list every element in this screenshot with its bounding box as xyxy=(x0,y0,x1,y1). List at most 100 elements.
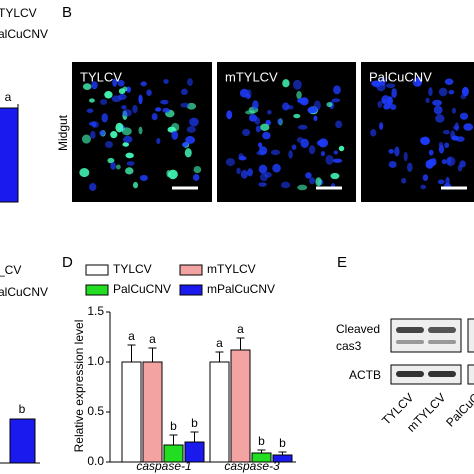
cell xyxy=(151,113,158,121)
significance-letter: b xyxy=(258,434,265,448)
cell xyxy=(288,150,293,159)
bar xyxy=(121,361,142,463)
cell xyxy=(296,137,304,143)
cell xyxy=(420,184,427,190)
cell xyxy=(123,135,133,143)
cell xyxy=(309,177,316,185)
cell xyxy=(332,158,343,163)
cell xyxy=(389,104,397,110)
partial-bar xyxy=(9,418,36,464)
significance-letter: b xyxy=(279,436,286,450)
cell xyxy=(247,168,253,177)
cell xyxy=(242,128,251,136)
legend-swatch xyxy=(85,284,109,296)
cell xyxy=(297,184,308,191)
cell xyxy=(181,142,189,147)
legend-swatch xyxy=(179,284,203,296)
cell xyxy=(383,103,391,110)
cell xyxy=(139,174,148,182)
cell xyxy=(180,102,190,108)
cell xyxy=(406,162,413,173)
legend-swatch xyxy=(85,264,109,276)
cell xyxy=(438,141,444,148)
significance-letter: a xyxy=(5,90,12,104)
image-label: TYLCV xyxy=(80,69,122,84)
cell xyxy=(155,107,162,112)
cell xyxy=(280,181,291,189)
cell xyxy=(335,120,343,129)
cell xyxy=(313,115,318,122)
legend-label: _CV xyxy=(0,263,21,277)
cell xyxy=(258,164,268,174)
bar xyxy=(230,349,251,463)
cell xyxy=(88,121,95,126)
band xyxy=(396,327,424,333)
cell xyxy=(82,83,92,91)
cell xyxy=(262,131,271,140)
cell xyxy=(163,79,169,84)
cell xyxy=(240,169,248,179)
cell xyxy=(433,105,443,115)
cell xyxy=(282,102,290,111)
cell xyxy=(122,109,132,117)
tissue-label: Midgut xyxy=(56,114,70,151)
cell xyxy=(156,138,161,144)
cell xyxy=(461,86,469,97)
legend-label: mPalCuCNV xyxy=(207,282,275,296)
cell xyxy=(428,158,437,167)
cell xyxy=(376,81,386,92)
cell xyxy=(126,86,131,93)
cell xyxy=(186,126,196,133)
micrographs: TYLCV mTYLCV PalCuCNV xyxy=(72,62,474,202)
cell xyxy=(428,87,433,97)
error-bar xyxy=(127,344,136,362)
cell xyxy=(313,100,321,111)
cell xyxy=(79,168,90,178)
cell xyxy=(115,164,121,170)
cell xyxy=(330,172,340,180)
cell xyxy=(184,148,192,158)
cell xyxy=(422,174,429,181)
bar xyxy=(209,361,230,463)
significance-letter: a xyxy=(216,336,223,350)
cell xyxy=(391,88,397,99)
panel-label: B xyxy=(62,4,72,21)
significance-letter: b xyxy=(170,419,177,433)
cell xyxy=(247,89,252,99)
significance-letter: b xyxy=(191,416,198,430)
bar xyxy=(272,454,293,463)
cell xyxy=(379,122,384,130)
cell xyxy=(225,158,236,167)
row-label: Cleaved xyxy=(336,322,380,336)
cell xyxy=(189,117,199,127)
cell xyxy=(305,172,312,179)
y-tick-label: 1.0 xyxy=(87,354,104,368)
cell xyxy=(86,108,94,113)
x-tick-label: caspase-3 xyxy=(224,459,280,473)
cell xyxy=(444,142,450,149)
significance-letter: a xyxy=(149,332,156,346)
cell xyxy=(110,131,118,139)
cell xyxy=(255,125,261,133)
cell xyxy=(132,181,139,189)
cell xyxy=(315,177,322,187)
blot xyxy=(467,364,474,385)
significance-letter: b xyxy=(19,402,26,416)
cell xyxy=(126,161,135,166)
cell xyxy=(110,162,116,170)
error-bar xyxy=(257,449,266,453)
cell xyxy=(320,150,325,157)
legend-label: alCuCNV xyxy=(0,27,48,41)
error-bar xyxy=(236,337,245,350)
cell xyxy=(99,130,106,136)
cell xyxy=(89,98,95,103)
cell xyxy=(166,170,171,178)
cell xyxy=(160,99,169,105)
band xyxy=(428,340,456,344)
chart: 0.0 0.5 1.0 1.5 TYLCV mTYLCV PalCuCNV mPalCuCNV… xyxy=(85,262,296,473)
cell xyxy=(442,130,450,135)
cell xyxy=(272,163,281,173)
cell xyxy=(89,183,97,191)
bar xyxy=(163,444,184,463)
cell xyxy=(259,146,268,155)
